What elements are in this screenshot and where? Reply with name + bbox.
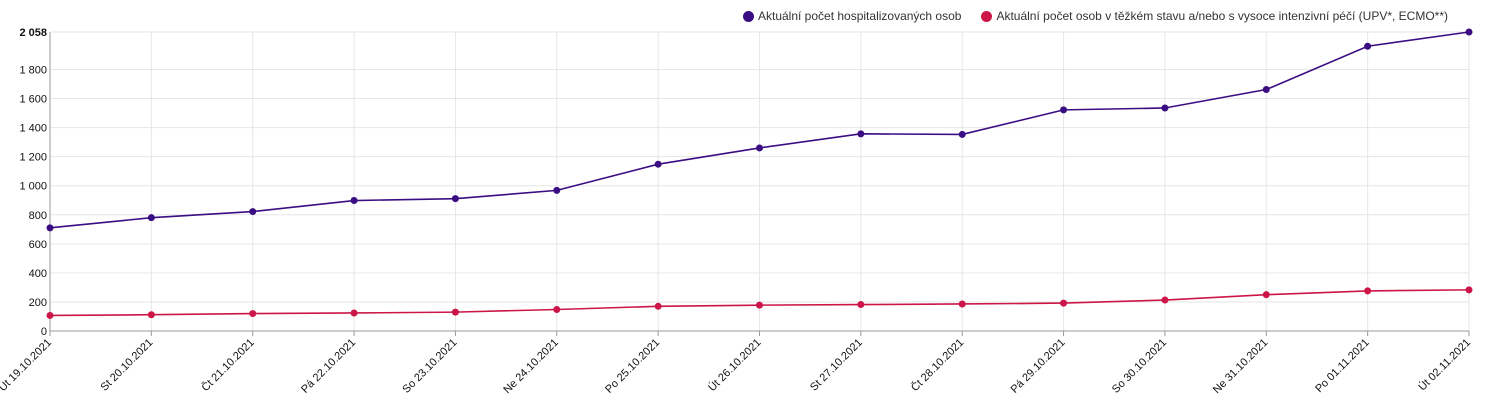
- x-tick-label: Út 19.10.2021: [0, 336, 54, 394]
- y-tick-label: 1 400: [19, 123, 47, 135]
- y-tick-label: 800: [29, 210, 47, 222]
- y-tick-label: 1 800: [19, 64, 47, 76]
- x-tick-label: Ne 24.10.2021: [501, 337, 561, 397]
- y-tick-label: 1 200: [19, 152, 47, 164]
- data-point-series-1: [350, 309, 358, 317]
- legend-item-severe[interactable]: Aktuální počet osob v těžkém stavu a/neb…: [981, 9, 1448, 23]
- data-point-series-1: [1465, 286, 1473, 294]
- data-point-series-0: [958, 130, 966, 138]
- data-point-series-1: [857, 301, 865, 309]
- data-point-series-1: [1364, 287, 1372, 295]
- x-tick-label: Čt 21.10.2021: [199, 336, 257, 394]
- data-point-series-0: [654, 160, 662, 168]
- data-point-series-0: [1060, 106, 1068, 114]
- x-tick-label: So 30.10.2021: [1110, 337, 1169, 396]
- legend-marker-severe: [981, 10, 993, 22]
- x-tick-label: Út 02.11.2021: [1416, 336, 1473, 393]
- legend-item-hospitalized[interactable]: Aktuální počet hospitalizovaných osob: [742, 9, 962, 23]
- legend-marker-hospitalized: [742, 10, 754, 22]
- y-tick-label: 1 600: [19, 94, 47, 106]
- data-point-series-1: [46, 311, 54, 319]
- data-point-series-0: [1364, 42, 1372, 50]
- x-tick-label: St 27.10.2021: [808, 337, 865, 394]
- data-point-series-0: [1465, 28, 1473, 36]
- data-point-series-1: [1060, 299, 1068, 307]
- data-point-series-1: [1262, 291, 1270, 299]
- data-point-series-0: [1161, 104, 1169, 112]
- data-point-series-0: [1262, 86, 1270, 94]
- x-tick-label: Ne 31.10.2021: [1211, 337, 1271, 397]
- chart-legend: Aktuální počet hospitalizovaných osob Ak…: [742, 9, 1448, 23]
- data-point-series-0: [46, 224, 54, 232]
- x-tick-label: St 20.10.2021: [99, 337, 156, 394]
- x-tick-label: Čt 28.10.2021: [908, 336, 966, 394]
- data-point-series-1: [249, 310, 257, 318]
- data-point-series-1: [553, 305, 561, 313]
- y-tick-label: 0: [41, 326, 47, 338]
- data-point-series-1: [1161, 296, 1169, 304]
- data-point-series-1: [147, 311, 155, 319]
- data-point-series-1: [756, 301, 763, 309]
- x-tick-label: Pá 22.10.2021: [299, 337, 358, 396]
- legend-label-severe: Aktuální počet osob v těžkém stavu a/neb…: [996, 9, 1448, 23]
- y-tick-label: 200: [29, 297, 47, 309]
- data-point-series-0: [147, 214, 155, 222]
- data-point-series-1: [654, 302, 662, 310]
- data-point-series-0: [451, 195, 459, 203]
- data-point-series-0: [553, 186, 561, 194]
- data-point-series-1: [451, 308, 459, 316]
- legend-label-hospitalized: Aktuální počet hospitalizovaných osob: [757, 9, 962, 23]
- y-tick-label: 600: [29, 239, 47, 251]
- x-tick-label: Út 26.10.2021: [706, 336, 764, 394]
- y-tick-label: 400: [29, 268, 47, 280]
- y-tick-label: 2 058: [19, 27, 47, 39]
- x-tick-label: So 23.10.2021: [400, 337, 459, 396]
- x-tick-label: Pá 29.10.2021: [1009, 337, 1068, 396]
- y-tick-label: 1 000: [19, 181, 47, 193]
- data-point-series-0: [249, 208, 257, 216]
- data-point-series-0: [857, 130, 865, 138]
- data-point-series-0: [756, 144, 763, 152]
- data-point-series-0: [350, 197, 358, 205]
- x-tick-label: Po 01.11.2021: [1313, 337, 1372, 396]
- x-tick-label: Po 25.10.2021: [603, 337, 662, 396]
- data-point-series-1: [958, 300, 966, 308]
